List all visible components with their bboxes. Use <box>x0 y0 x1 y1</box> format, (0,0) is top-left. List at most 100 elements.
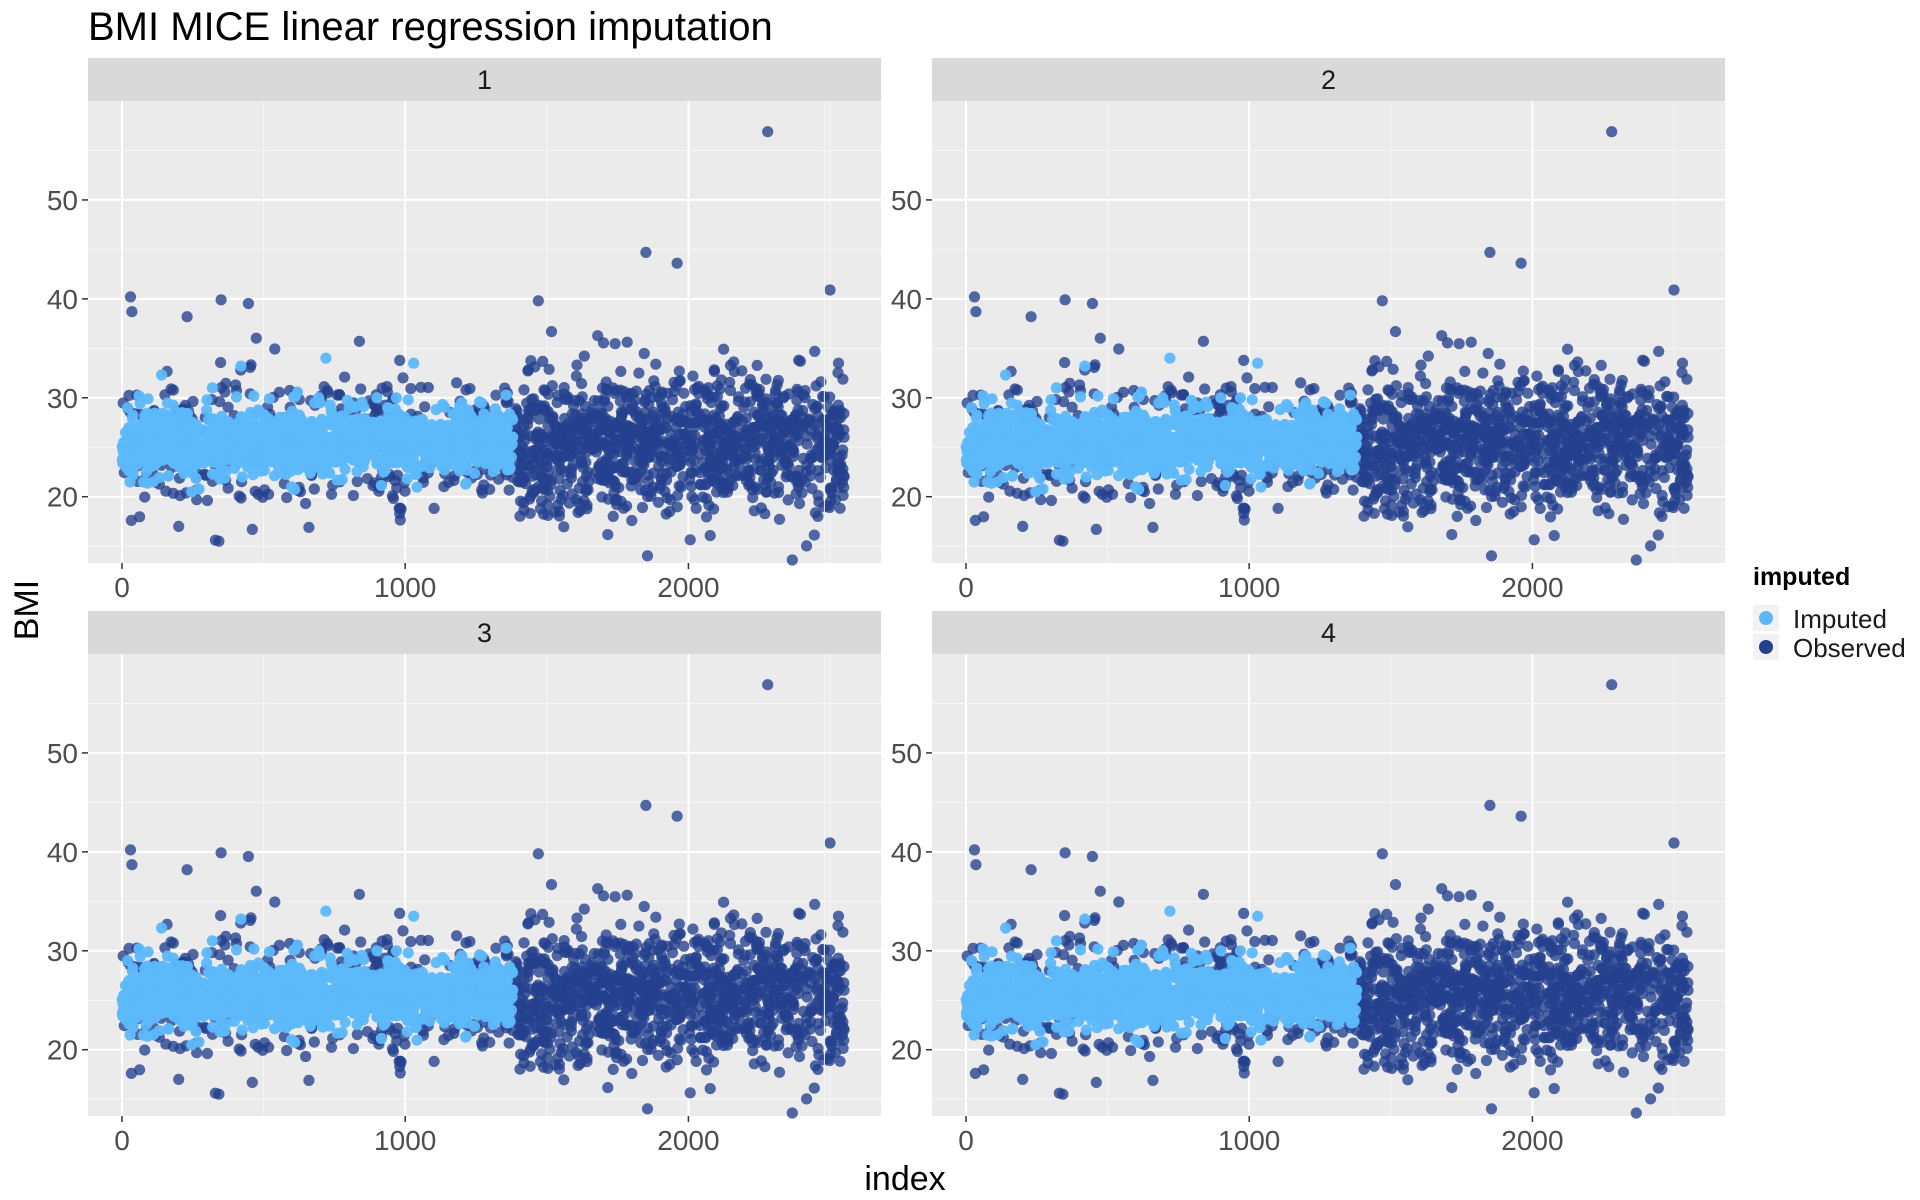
observed-point <box>428 502 440 514</box>
imputed-point <box>259 418 272 430</box>
observed-point <box>1558 418 1570 431</box>
observed-point <box>1534 464 1546 476</box>
observed-point <box>1661 390 1673 403</box>
observed-point <box>1529 480 1541 492</box>
observed-point <box>1414 494 1426 506</box>
observed-point <box>1448 473 1460 485</box>
observed-point <box>1450 462 1462 474</box>
observed-point <box>1377 413 1389 425</box>
imputed-point <box>502 442 514 454</box>
observed-point <box>1457 482 1469 494</box>
observed-point <box>770 396 782 408</box>
imputed-point <box>420 430 433 442</box>
observed-point <box>1399 493 1411 505</box>
observed-point <box>503 484 515 496</box>
observed-point <box>1637 464 1649 477</box>
imputed-point <box>430 404 442 416</box>
observed-point <box>766 446 778 458</box>
observed-point <box>1614 385 1626 397</box>
observed-point <box>1113 343 1125 355</box>
observed-point <box>1528 534 1540 546</box>
observed-point <box>1655 401 1667 413</box>
observed-point <box>1668 482 1680 494</box>
imputed-point <box>229 431 241 443</box>
imputed-point <box>460 478 472 490</box>
observed-point <box>801 430 813 442</box>
observed-point <box>740 412 752 424</box>
observed-point <box>1530 491 1542 503</box>
imputed-point <box>186 462 198 474</box>
observed-point <box>738 443 751 455</box>
observed-point <box>1347 484 1359 496</box>
observed-point <box>1380 429 1392 441</box>
observed-point <box>1519 481 1531 493</box>
observed-point <box>1389 326 1402 338</box>
observed-point <box>1544 479 1556 491</box>
observed-point <box>636 501 649 514</box>
observed-point <box>490 389 502 401</box>
observed-point <box>1386 406 1398 418</box>
observed-point <box>543 363 555 375</box>
observed-point <box>700 511 713 523</box>
observed-point <box>476 487 489 499</box>
observed-point <box>1385 499 1397 511</box>
observed-point <box>405 383 417 395</box>
observed-point <box>351 475 363 488</box>
observed-point <box>1609 467 1621 479</box>
observed-point <box>833 452 846 464</box>
observed-point <box>542 473 554 485</box>
observed-point <box>715 482 728 494</box>
observed-point <box>1308 383 1320 395</box>
observed-point <box>361 473 373 485</box>
observed-point <box>281 492 293 504</box>
observed-point <box>1453 417 1466 429</box>
observed-point <box>1500 467 1513 479</box>
imputed-point <box>356 396 368 408</box>
observed-point <box>600 383 612 395</box>
observed-point <box>596 491 608 503</box>
imputed-point <box>222 421 234 433</box>
imputed-point <box>201 404 213 416</box>
observed-point <box>1225 381 1237 393</box>
imputed-point <box>263 393 275 405</box>
observed-point <box>559 412 571 425</box>
imputed-point <box>447 408 459 420</box>
observed-point <box>1610 446 1622 458</box>
observed-point <box>804 470 816 482</box>
imputed-point <box>275 443 287 455</box>
observed-point <box>780 455 792 467</box>
imputed-point <box>285 448 297 460</box>
observed-point <box>642 469 654 481</box>
observed-point <box>1249 383 1261 395</box>
observed-point <box>1614 396 1626 408</box>
observed-point <box>269 343 281 355</box>
observed-point <box>685 480 697 492</box>
observed-point <box>1147 521 1159 534</box>
observed-point <box>690 502 702 514</box>
observed-point <box>1482 459 1494 471</box>
observed-point <box>576 391 588 403</box>
observed-point <box>1090 523 1102 536</box>
observed-point <box>215 294 227 306</box>
observed-point <box>242 297 254 310</box>
imputed-point <box>232 446 244 459</box>
observed-point <box>708 503 720 515</box>
observed-point <box>1205 473 1217 485</box>
imputed-point <box>213 445 225 457</box>
imputed-point <box>386 449 398 461</box>
observed-point <box>1661 435 1674 447</box>
observed-point <box>621 500 633 512</box>
imputed-point <box>209 434 221 446</box>
observed-point <box>687 370 699 382</box>
observed-point <box>1531 370 1543 382</box>
observed-point <box>1086 297 1098 310</box>
observed-point <box>1058 396 1070 408</box>
imputed-point <box>230 391 243 403</box>
observed-point <box>558 521 570 533</box>
observed-point <box>523 493 536 505</box>
observed-point <box>1570 433 1582 445</box>
observed-point <box>1266 381 1278 394</box>
observed-point <box>1436 395 1448 407</box>
observed-point <box>1045 494 1057 507</box>
observed-point <box>708 364 720 376</box>
